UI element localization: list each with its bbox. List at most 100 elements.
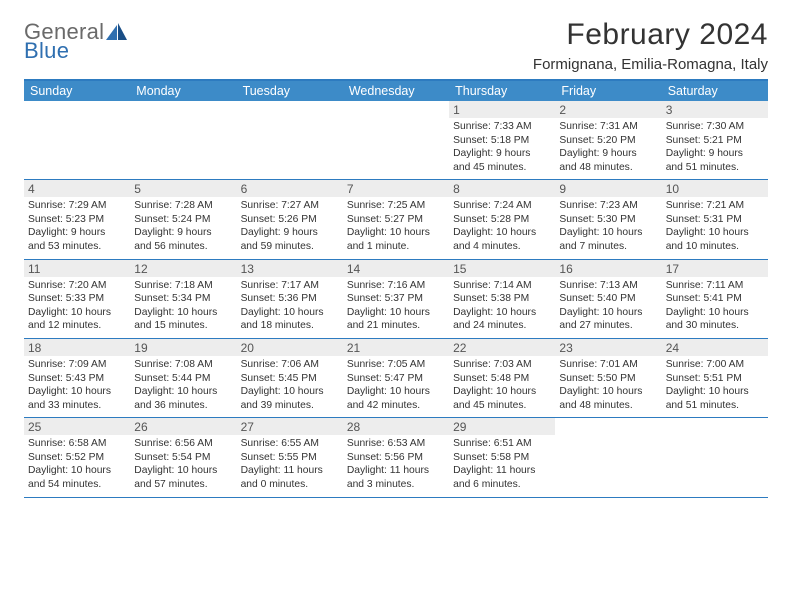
day-sunset: Sunset: 5:18 PM xyxy=(453,134,551,148)
day-sunrise: Sunrise: 6:56 AM xyxy=(134,437,232,451)
day-daylight2: and 7 minutes. xyxy=(559,240,657,254)
day-header: Saturday xyxy=(662,81,768,101)
day-info: Sunrise: 7:11 AMSunset: 5:41 PMDaylight:… xyxy=(666,279,764,333)
day-number-bar xyxy=(555,418,661,435)
day-daylight1: Daylight: 10 hours xyxy=(559,385,657,399)
day-info: Sunrise: 7:03 AMSunset: 5:48 PMDaylight:… xyxy=(453,358,551,412)
day-number: 1 xyxy=(453,103,551,117)
day-cell: 21Sunrise: 7:05 AMSunset: 5:47 PMDayligh… xyxy=(343,339,449,417)
day-header: Sunday xyxy=(24,81,130,101)
day-cell: 13Sunrise: 7:17 AMSunset: 5:36 PMDayligh… xyxy=(237,260,343,338)
day-daylight1: Daylight: 10 hours xyxy=(666,226,764,240)
logo-text-blue: Blue xyxy=(24,41,128,62)
day-sunrise: Sunrise: 7:23 AM xyxy=(559,199,657,213)
day-info: Sunrise: 7:13 AMSunset: 5:40 PMDaylight:… xyxy=(559,279,657,333)
day-number-bar: 25 xyxy=(24,418,130,435)
day-cell: 7Sunrise: 7:25 AMSunset: 5:27 PMDaylight… xyxy=(343,180,449,258)
day-cell: 12Sunrise: 7:18 AMSunset: 5:34 PMDayligh… xyxy=(130,260,236,338)
day-number: 29 xyxy=(453,420,551,434)
day-daylight2: and 42 minutes. xyxy=(347,399,445,413)
day-number-bar: 6 xyxy=(237,180,343,197)
day-info: Sunrise: 7:31 AMSunset: 5:20 PMDaylight:… xyxy=(559,120,657,174)
day-daylight2: and 39 minutes. xyxy=(241,399,339,413)
day-number-bar: 13 xyxy=(237,260,343,277)
day-cell: 11Sunrise: 7:20 AMSunset: 5:33 PMDayligh… xyxy=(24,260,130,338)
day-number: 20 xyxy=(241,341,339,355)
day-cell: 1 Sunrise: 7:33 AMSunset: 5:18 PMDaylight… xyxy=(449,101,555,179)
day-number-bar: 14 xyxy=(343,260,449,277)
day-sunset: Sunset: 5:44 PM xyxy=(134,372,232,386)
day-sunset: Sunset: 5:21 PM xyxy=(666,134,764,148)
day-daylight1: Daylight: 10 hours xyxy=(347,306,445,320)
day-cell: 23Sunrise: 7:01 AMSunset: 5:50 PMDayligh… xyxy=(555,339,661,417)
day-daylight1: Daylight: 10 hours xyxy=(666,306,764,320)
day-number xyxy=(559,420,657,434)
day-daylight2: and 53 minutes. xyxy=(28,240,126,254)
day-daylight2: and 48 minutes. xyxy=(559,399,657,413)
day-sunrise: Sunrise: 7:20 AM xyxy=(28,279,126,293)
day-cell: 17Sunrise: 7:11 AMSunset: 5:41 PMDayligh… xyxy=(662,260,768,338)
day-cell: 15Sunrise: 7:14 AMSunset: 5:38 PMDayligh… xyxy=(449,260,555,338)
day-cell: 20Sunrise: 7:06 AMSunset: 5:45 PMDayligh… xyxy=(237,339,343,417)
day-sunrise: Sunrise: 6:58 AM xyxy=(28,437,126,451)
day-number-bar: 18 xyxy=(24,339,130,356)
day-number xyxy=(241,103,339,117)
day-sunset: Sunset: 5:27 PM xyxy=(347,213,445,227)
day-daylight1: Daylight: 10 hours xyxy=(666,385,764,399)
day-daylight2: and 6 minutes. xyxy=(453,478,551,492)
day-number-bar xyxy=(237,101,343,118)
week-row: 1 Sunrise: 7:33 AMSunset: 5:18 PMDaylight… xyxy=(24,101,768,180)
day-daylight2: and 48 minutes. xyxy=(559,161,657,175)
day-number-bar: 9 xyxy=(555,180,661,197)
day-sunrise: Sunrise: 7:17 AM xyxy=(241,279,339,293)
day-daylight1: Daylight: 10 hours xyxy=(241,306,339,320)
day-number: 24 xyxy=(666,341,764,355)
day-daylight2: and 4 minutes. xyxy=(453,240,551,254)
day-header: Friday xyxy=(555,81,661,101)
day-info: Sunrise: 7:33 AMSunset: 5:18 PMDaylight:… xyxy=(453,120,551,174)
day-cell: 2Sunrise: 7:31 AMSunset: 5:20 PMDaylight… xyxy=(555,101,661,179)
day-daylight1: Daylight: 10 hours xyxy=(28,464,126,478)
day-number-bar: 8 xyxy=(449,180,555,197)
month-title: February 2024 xyxy=(533,18,768,52)
day-cell: 29Sunrise: 6:51 AMSunset: 5:58 PMDayligh… xyxy=(449,418,555,496)
day-daylight2: and 36 minutes. xyxy=(134,399,232,413)
day-sunset: Sunset: 5:54 PM xyxy=(134,451,232,465)
day-info: Sunrise: 7:00 AMSunset: 5:51 PMDaylight:… xyxy=(666,358,764,412)
day-number-bar: 4 xyxy=(24,180,130,197)
day-sunset: Sunset: 5:33 PM xyxy=(28,292,126,306)
day-cell: 24 Sunrise: 7:00 AMSunset: 5:51 PMDayligh… xyxy=(662,339,768,417)
day-sunrise: Sunrise: 7:27 AM xyxy=(241,199,339,213)
day-number xyxy=(134,103,232,117)
day-daylight2: and 56 minutes. xyxy=(134,240,232,254)
day-daylight2: and 45 minutes. xyxy=(453,399,551,413)
day-sunset: Sunset: 5:52 PM xyxy=(28,451,126,465)
day-number: 11 xyxy=(28,262,126,276)
day-daylight1: Daylight: 10 hours xyxy=(134,306,232,320)
day-number-bar xyxy=(343,101,449,118)
day-info: Sunrise: 7:23 AMSunset: 5:30 PMDaylight:… xyxy=(559,199,657,253)
day-sunset: Sunset: 5:48 PM xyxy=(453,372,551,386)
day-daylight1: Daylight: 9 hours xyxy=(666,147,764,161)
day-info: Sunrise: 7:14 AMSunset: 5:38 PMDaylight:… xyxy=(453,279,551,333)
day-cell xyxy=(555,418,661,496)
day-number: 7 xyxy=(347,182,445,196)
day-sunset: Sunset: 5:28 PM xyxy=(453,213,551,227)
day-cell: 8Sunrise: 7:24 AMSunset: 5:28 PMDaylight… xyxy=(449,180,555,258)
day-number: 22 xyxy=(453,341,551,355)
day-sunrise: Sunrise: 7:31 AM xyxy=(559,120,657,134)
day-sunrise: Sunrise: 6:55 AM xyxy=(241,437,339,451)
day-cell: 6 Sunrise: 7:27 AMSunset: 5:26 PMDaylight… xyxy=(237,180,343,258)
day-info: Sunrise: 7:08 AMSunset: 5:44 PMDaylight:… xyxy=(134,358,232,412)
day-cell: 5Sunrise: 7:28 AMSunset: 5:24 PMDaylight… xyxy=(130,180,236,258)
day-info: Sunrise: 7:09 AMSunset: 5:43 PMDaylight:… xyxy=(28,358,126,412)
logo-sail-icon xyxy=(106,23,128,41)
day-cell xyxy=(237,101,343,179)
day-daylight2: and 21 minutes. xyxy=(347,319,445,333)
day-number-bar: 24 xyxy=(662,339,768,356)
week-row: 18 Sunrise: 7:09 AMSunset: 5:43 PMDayligh… xyxy=(24,339,768,418)
logo: GeneralBlue xyxy=(24,18,128,62)
day-daylight1: Daylight: 9 hours xyxy=(241,226,339,240)
day-sunset: Sunset: 5:26 PM xyxy=(241,213,339,227)
day-sunrise: Sunrise: 7:01 AM xyxy=(559,358,657,372)
